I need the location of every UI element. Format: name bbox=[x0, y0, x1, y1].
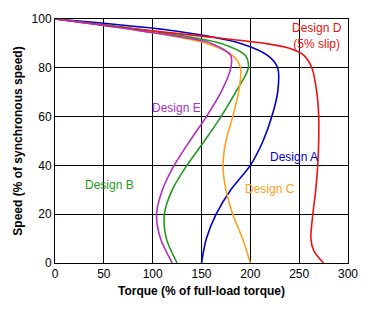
svg-text:250: 250 bbox=[289, 267, 309, 281]
svg-text:Design A: Design A bbox=[270, 150, 318, 164]
svg-text:100: 100 bbox=[143, 267, 163, 281]
svg-text:Design D(5% slip): Design D(5% slip) bbox=[292, 21, 342, 51]
svg-text:150: 150 bbox=[191, 267, 211, 281]
svg-text:40: 40 bbox=[38, 159, 52, 173]
svg-text:0: 0 bbox=[52, 267, 59, 281]
svg-text:80: 80 bbox=[38, 61, 52, 75]
svg-text:200: 200 bbox=[240, 267, 260, 281]
svg-text:300: 300 bbox=[338, 267, 358, 281]
svg-text:60: 60 bbox=[38, 110, 52, 124]
svg-text:Speed (% of synchronous speed): Speed (% of synchronous speed) bbox=[11, 46, 25, 235]
svg-text:Design C: Design C bbox=[245, 182, 295, 196]
svg-text:50: 50 bbox=[97, 267, 111, 281]
svg-text:0: 0 bbox=[45, 256, 52, 270]
svg-text:Design E: Design E bbox=[152, 101, 201, 115]
svg-text:Design B: Design B bbox=[85, 178, 134, 192]
svg-text:100: 100 bbox=[32, 12, 52, 26]
svg-text:Torque (% of full-load torque): Torque (% of full-load torque) bbox=[118, 284, 285, 298]
svg-text:20: 20 bbox=[38, 207, 52, 221]
